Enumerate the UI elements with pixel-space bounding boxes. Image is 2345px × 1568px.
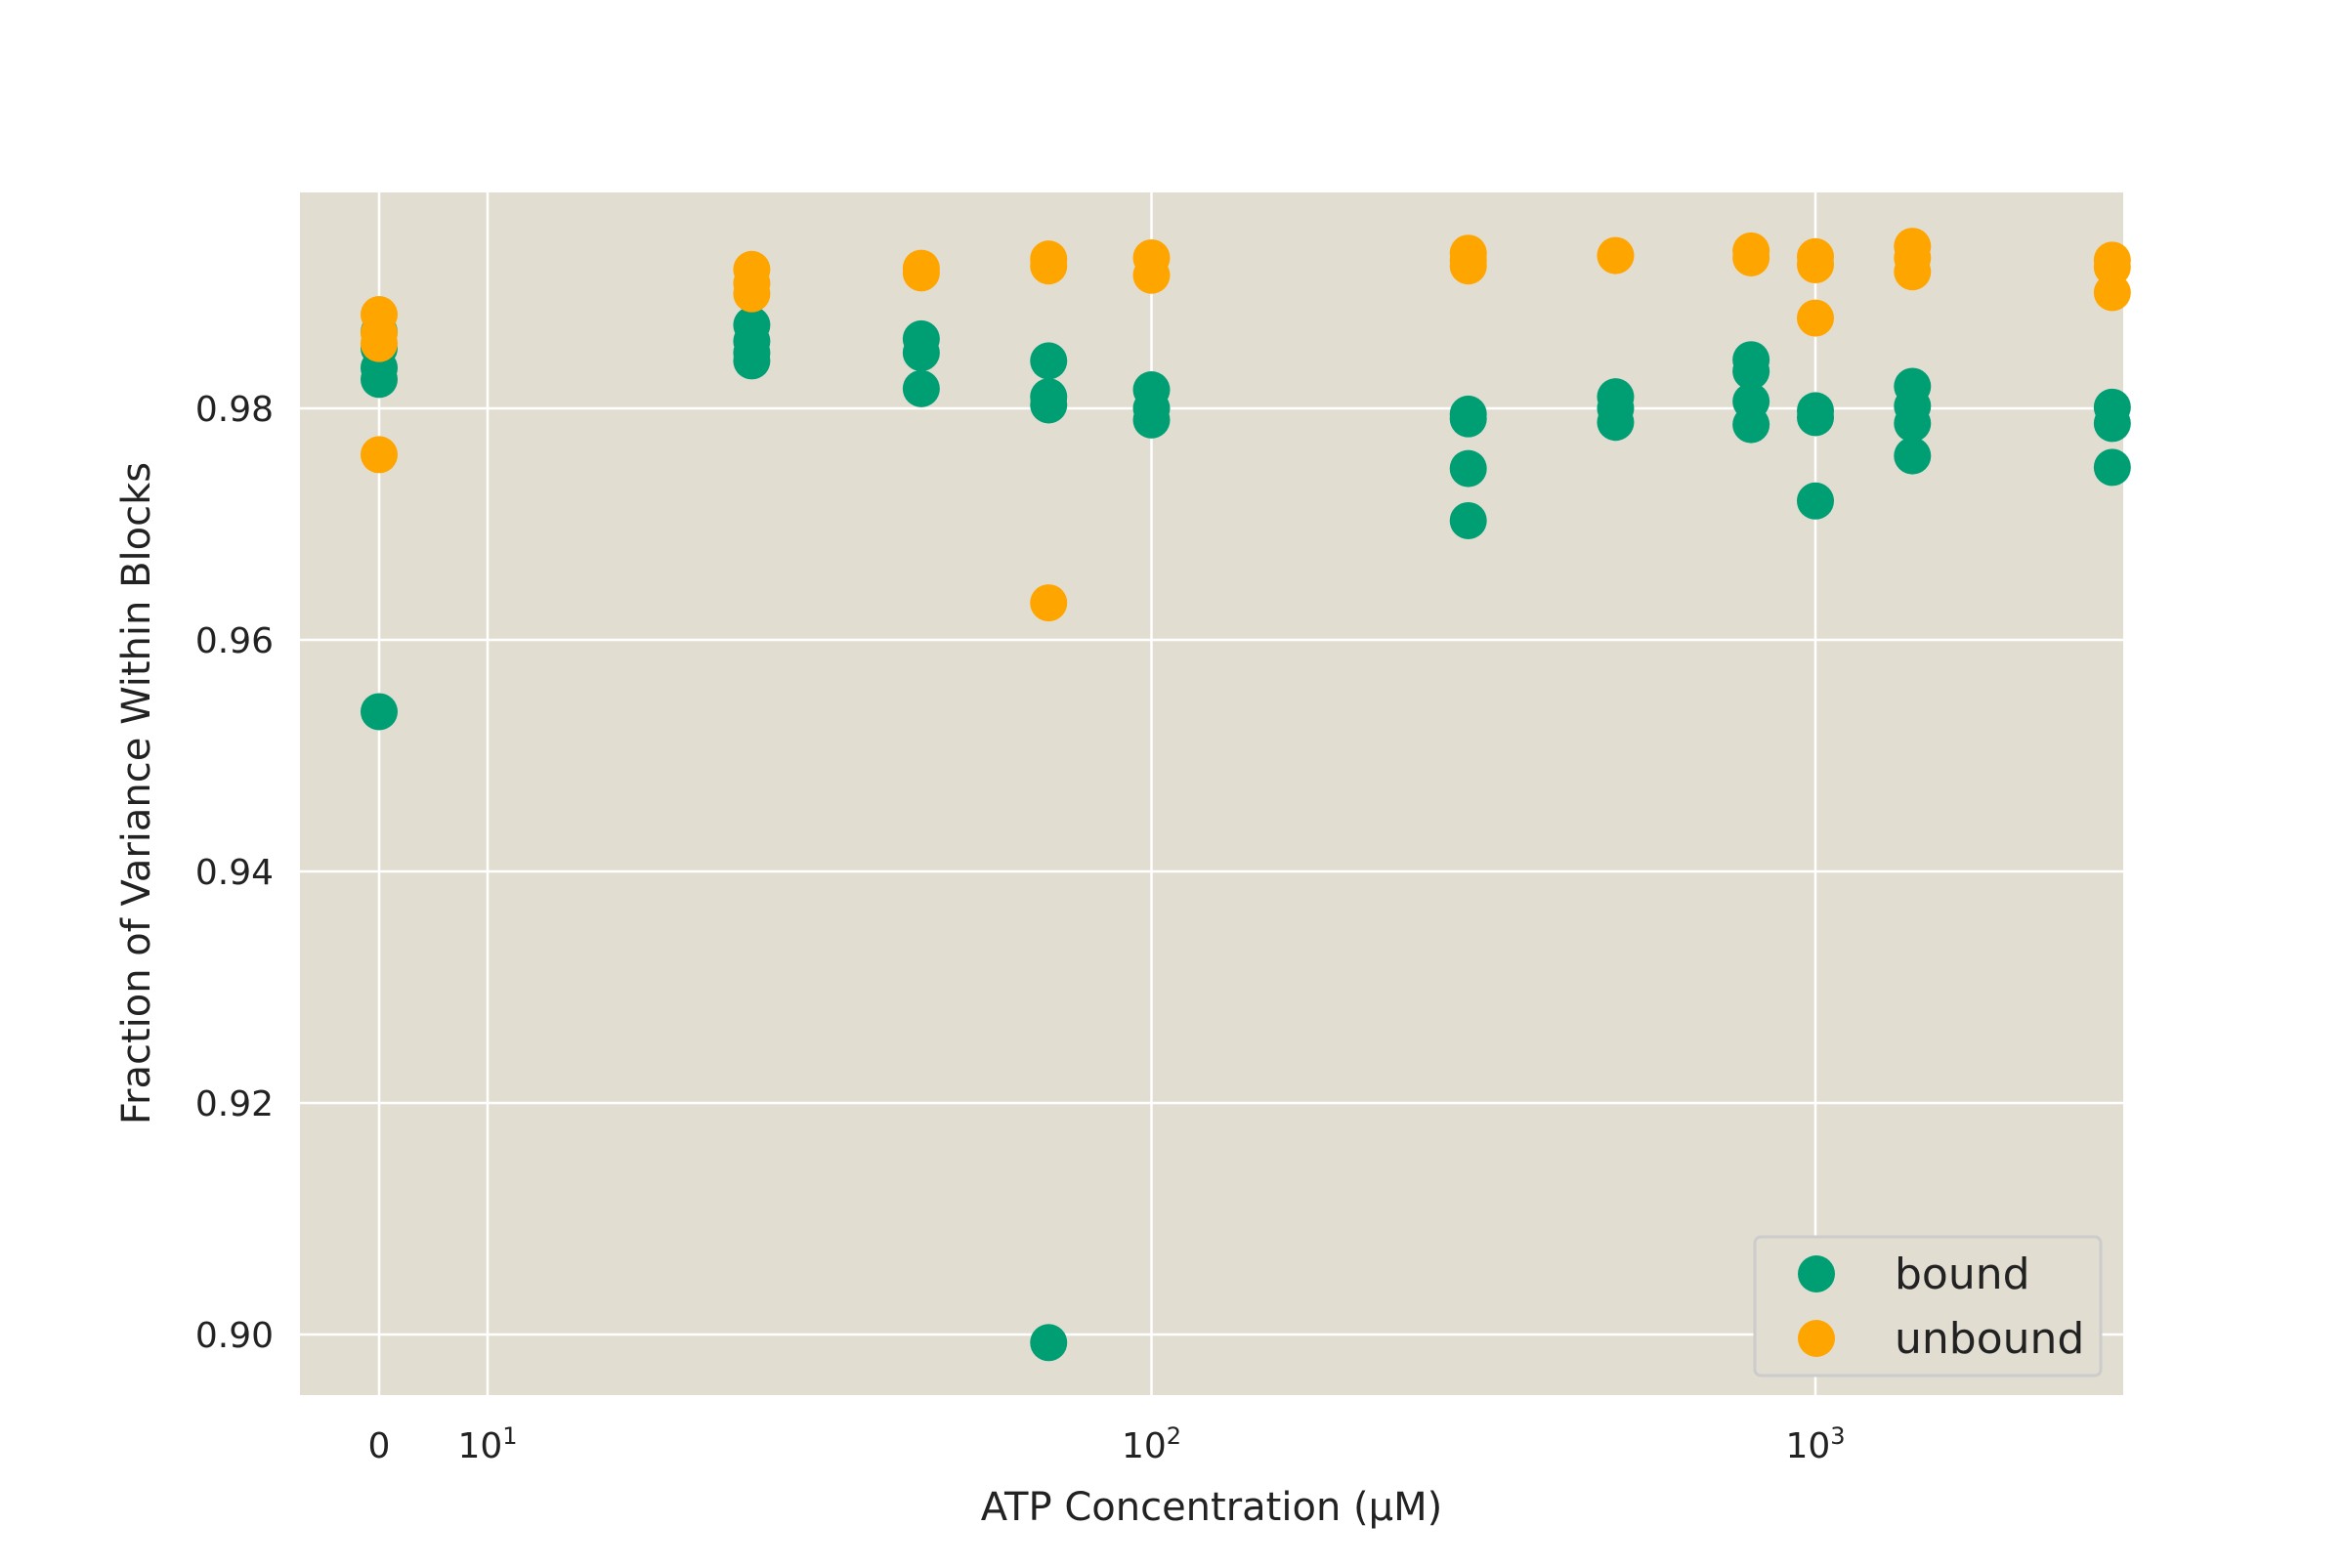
legend-label-unbound: unbound <box>1895 1314 2084 1364</box>
point-unbound <box>1030 247 1068 285</box>
legend-frame <box>1753 1235 2103 1377</box>
y-tick-label: 0.96 <box>195 621 274 661</box>
point-bound <box>1449 501 1487 539</box>
point-bound <box>1030 342 1068 380</box>
point-unbound <box>1797 299 1834 337</box>
legend: bound unbound <box>1753 1235 2103 1377</box>
tick-labels: 0.90 0.92 0.94 0.96 0.98 0 101 102 103 <box>195 390 1846 1466</box>
point-unbound <box>1030 584 1068 622</box>
point-unbound <box>733 275 771 313</box>
point-bound <box>733 342 771 380</box>
point-unbound <box>1732 238 1770 276</box>
point-unbound <box>361 324 398 362</box>
legend-label-bound: bound <box>1895 1250 2030 1299</box>
x-tick-label: 0 <box>368 1426 391 1466</box>
point-bound <box>361 693 398 731</box>
point-bound <box>1030 386 1068 424</box>
point-bound <box>1732 405 1770 444</box>
plot-background <box>300 192 2123 1395</box>
data-points <box>361 228 2131 1362</box>
point-bound <box>1894 404 1932 443</box>
y-axis-label: Fraction of Variance Within Blocks <box>114 462 159 1124</box>
point-bound <box>1449 400 1487 438</box>
point-bound <box>1132 401 1171 439</box>
point-unbound <box>1894 253 1932 291</box>
point-bound <box>1797 399 1834 437</box>
point-bound <box>1597 403 1635 442</box>
point-bound <box>1030 1324 1068 1362</box>
point-bound <box>2093 404 2131 443</box>
point-bound <box>902 334 940 372</box>
y-tick-label: 0.94 <box>195 853 274 893</box>
x-tick-label: 103 <box>1785 1422 1845 1466</box>
point-bound <box>1449 449 1487 487</box>
legend-marker-bound <box>1798 1255 1835 1293</box>
point-unbound <box>1132 256 1171 294</box>
point-bound <box>2093 448 2131 487</box>
point-bound <box>902 369 940 407</box>
point-bound <box>1797 482 1834 520</box>
point-unbound <box>2093 274 2131 312</box>
y-tick-label: 0.90 <box>195 1316 274 1356</box>
y-tick-label: 0.92 <box>195 1084 274 1124</box>
point-unbound <box>1597 236 1635 275</box>
point-bound <box>1732 353 1770 391</box>
x-tick-label: 101 <box>457 1422 517 1466</box>
point-unbound <box>361 436 398 474</box>
x-axis-label: ATP Concentration (μM) <box>981 1485 1442 1530</box>
point-unbound <box>1797 246 1834 284</box>
point-unbound <box>1449 247 1487 285</box>
point-bound <box>1894 437 1932 475</box>
y-tick-label: 0.98 <box>195 390 274 430</box>
point-unbound <box>902 254 940 292</box>
point-unbound <box>2093 248 2131 286</box>
x-tick-label: 102 <box>1122 1422 1181 1466</box>
point-bound <box>361 360 398 399</box>
legend-marker-unbound <box>1798 1320 1835 1357</box>
